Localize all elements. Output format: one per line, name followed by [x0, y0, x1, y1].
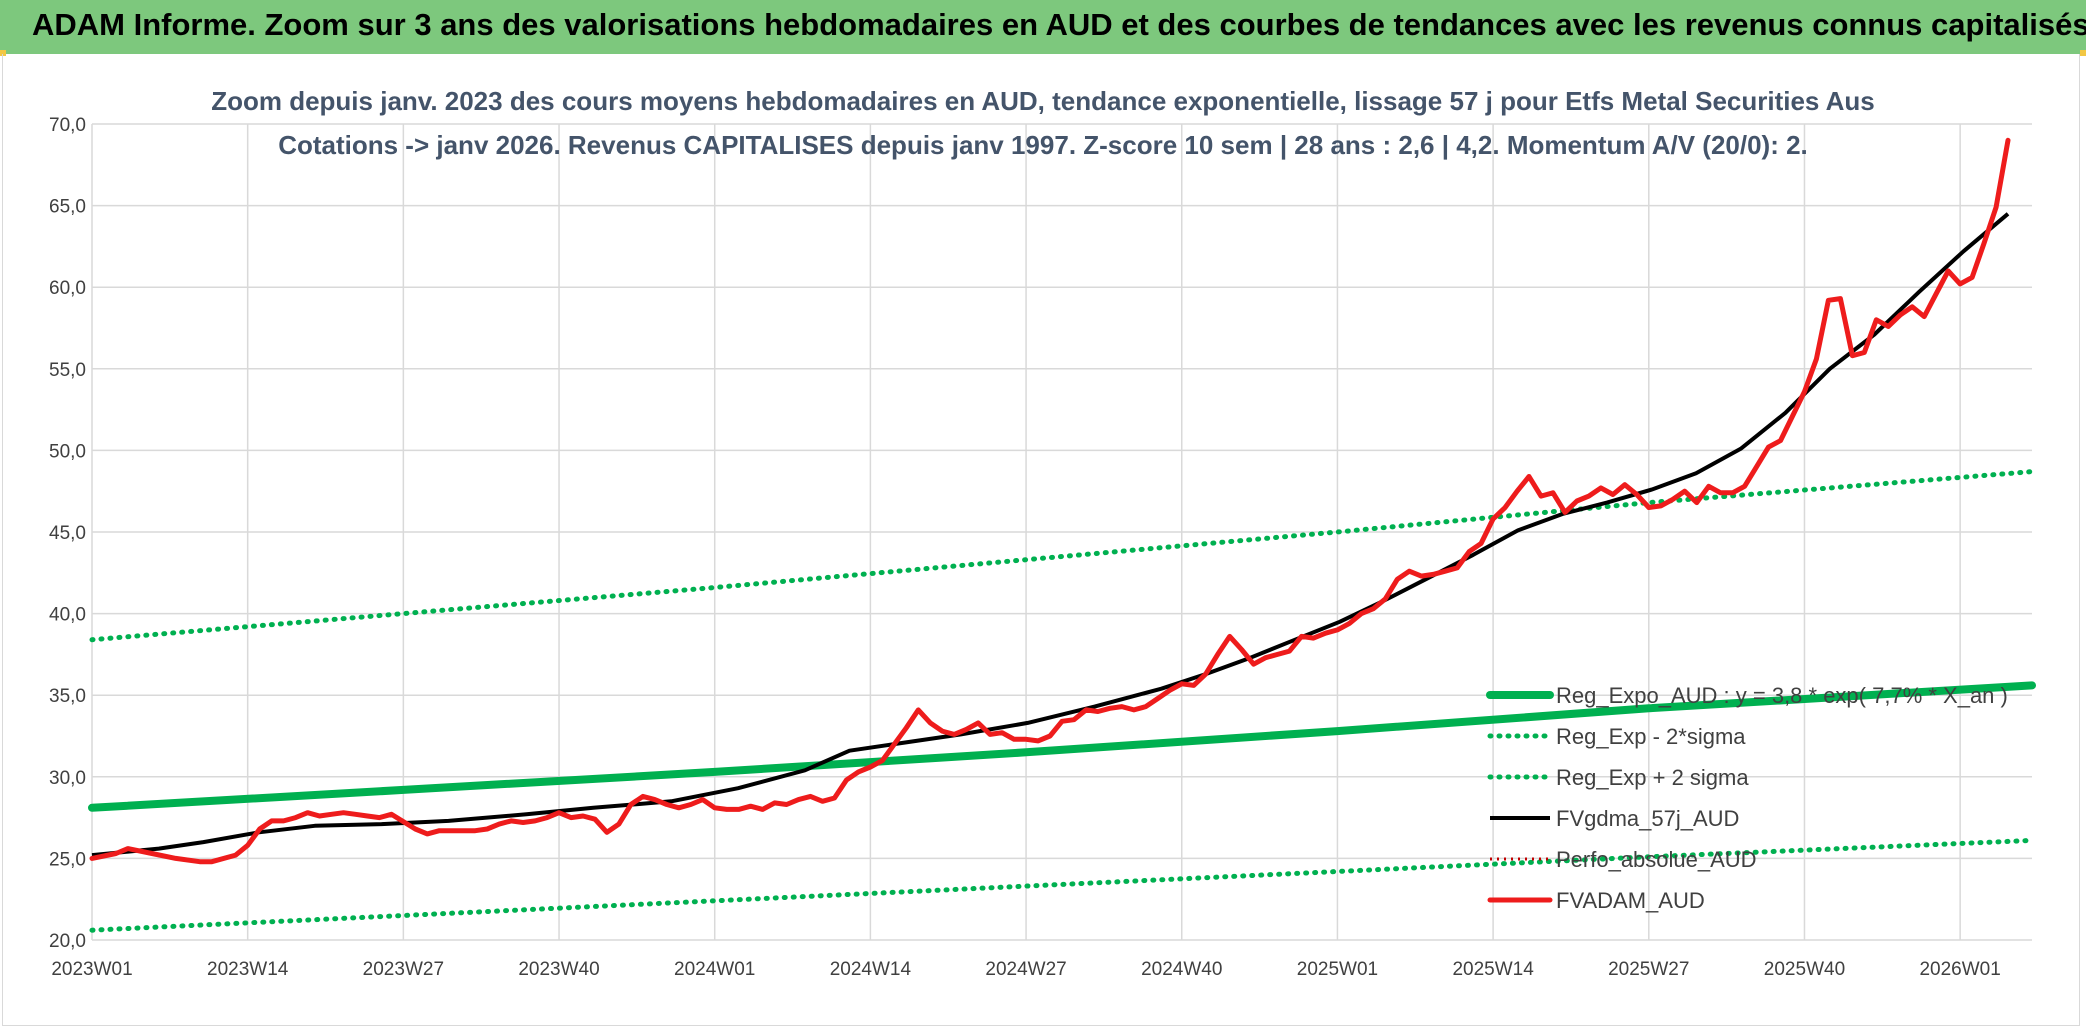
series-line-1 — [89, 837, 2035, 933]
y-tick-label: 30,0 — [49, 768, 86, 789]
x-tick-label: 2025W01 — [1297, 959, 1378, 980]
report-title: ADAM Informe. Zoom sur 3 ans des valoris… — [32, 7, 2086, 42]
y-tick-label: 20,0 — [49, 931, 86, 952]
x-tick-label: 2024W40 — [1141, 959, 1222, 980]
x-tick-label: 2023W40 — [518, 959, 599, 980]
y-tick-label: 70,0 — [49, 115, 86, 136]
legend-entry-label: FVADAM_AUD — [1556, 888, 1705, 913]
x-tick-label: 2024W14 — [830, 959, 912, 980]
x-tick-label: 2024W01 — [674, 959, 755, 980]
x-tick-label: 2023W01 — [51, 959, 132, 980]
legend-entry-label: Reg_Expo_AUD : y = 3,8 * exp( 7,7% * X_a… — [1556, 683, 2008, 708]
legend-entry-label: Reg_Exp - 2*sigma — [1556, 724, 1746, 749]
series-line-0 — [88, 681, 2036, 812]
y-tick-label: 60,0 — [49, 278, 86, 299]
legend-entry-label: Reg_Exp + 2 sigma — [1556, 765, 1749, 790]
x-tick-label: 2023W14 — [207, 959, 289, 980]
x-axis-ticks: 2023W01 2023W14 2023W27 2023W40 2024W01 2024W… — [51, 959, 2000, 980]
y-tick-label: 35,0 — [49, 686, 86, 707]
report-banner: ADAM Informe. Zoom sur 3 ans des valoris… — [0, 0, 2086, 54]
chart-title-line1: Zoom depuis janv. 2023 des cours moyens … — [211, 86, 1875, 116]
legend-entry-label: Perfo_absolue_AUD — [1556, 847, 1757, 872]
y-tick-label: 45,0 — [49, 523, 86, 544]
x-tick-label: 2025W40 — [1764, 959, 1845, 980]
chart-title-line2: Cotations -> janv 2026. Revenus CAPITALI… — [278, 130, 1808, 160]
y-tick-label: 25,0 — [49, 849, 86, 870]
series-line-2 — [89, 469, 2035, 643]
y-tick-label: 40,0 — [49, 605, 86, 626]
x-tick-label: 2025W14 — [1452, 959, 1534, 980]
chart-frame — [2, 54, 2080, 1026]
x-tick-label: 2025W27 — [1608, 959, 1689, 980]
corner-marker-right — [2080, 50, 2086, 56]
corner-marker-left — [0, 50, 6, 56]
x-tick-label: 2024W27 — [985, 959, 1066, 980]
chart-series — [88, 137, 2036, 933]
y-axis-ticks: 70,0 65,0 60,0 55,0 50,0 45,0 40,0 35,0 30,0 25,0… — [49, 115, 86, 952]
y-tick-label: 50,0 — [49, 441, 86, 462]
series-line-5 — [89, 137, 2011, 865]
y-tick-label: 55,0 — [49, 360, 86, 381]
chart-legend: Reg_Expo_AUD : y = 3,8 * exp( 7,7% * X_a… — [1486, 683, 2008, 913]
x-tick-label: 2023W27 — [363, 959, 444, 980]
series-line-3 — [91, 212, 2010, 858]
x-tick-label: 2026W01 — [1919, 959, 2000, 980]
y-tick-label: 65,0 — [49, 197, 86, 218]
legend-entry-label: FVgdma_57j_AUD — [1556, 806, 1739, 831]
